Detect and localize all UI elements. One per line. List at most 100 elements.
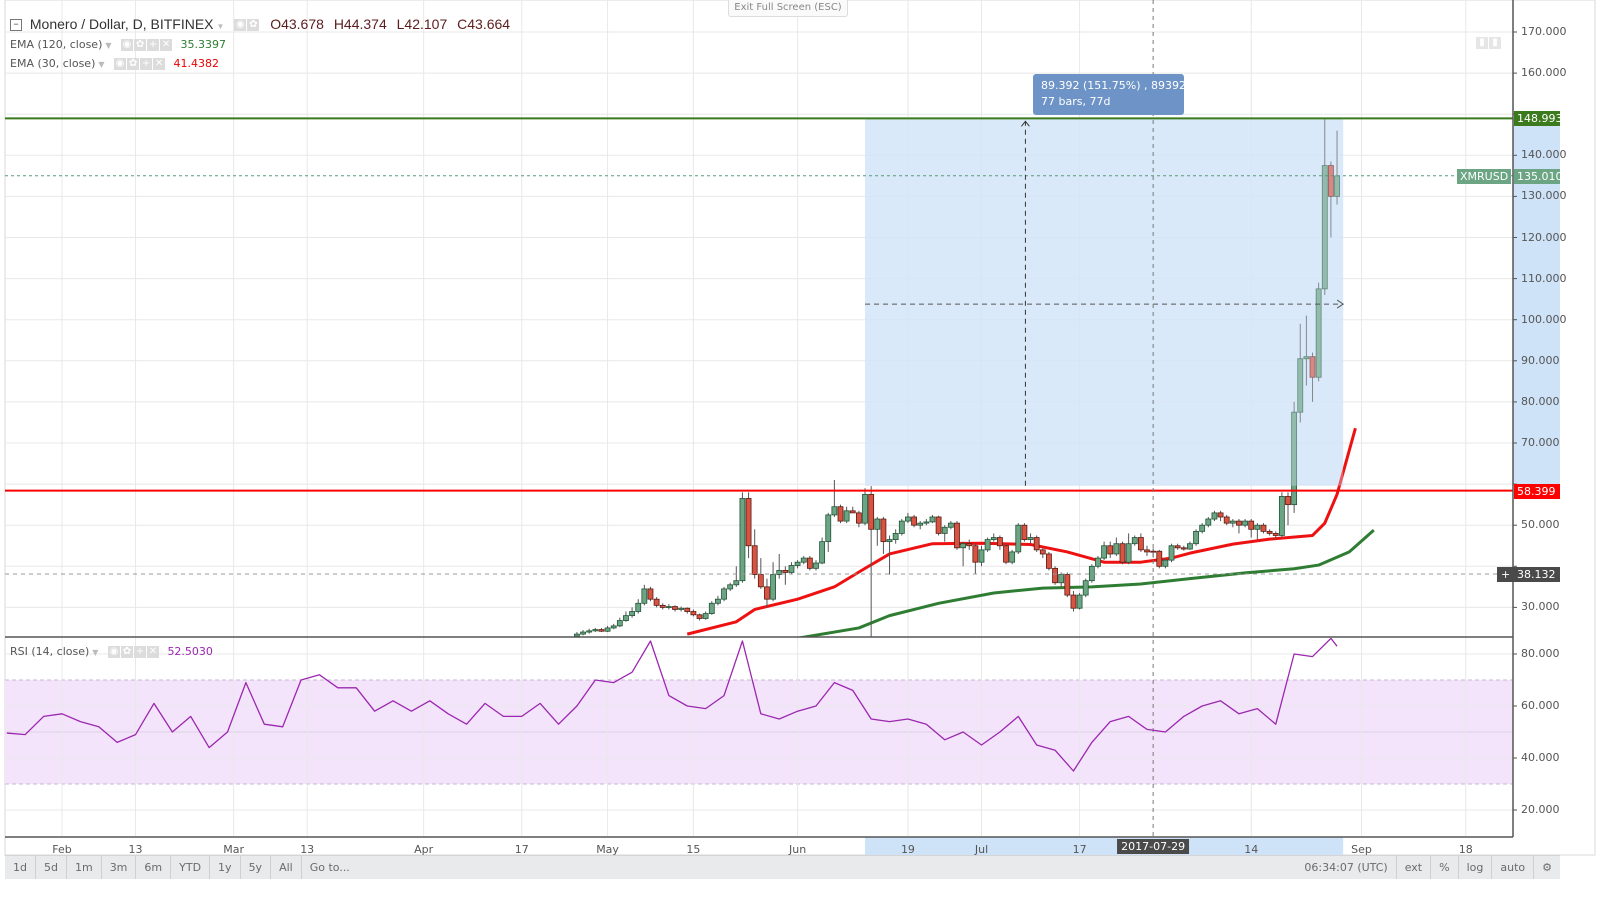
percent-toggle[interactable]: % xyxy=(1431,856,1459,879)
candle xyxy=(1236,519,1242,534)
ema30-legend: EMA (30, close) ▼ ◉ ✿ + ✕ 41.4382 xyxy=(10,57,219,70)
ema30-label[interactable]: EMA (30, close) xyxy=(10,57,96,70)
range-button-3m[interactable]: 3m xyxy=(102,856,137,879)
candle xyxy=(1303,315,1310,386)
candle-body xyxy=(886,539,893,543)
plus-icon[interactable]: + xyxy=(133,646,146,658)
gear-icon[interactable]: ✿ xyxy=(127,58,140,70)
range-button-all[interactable]: All xyxy=(271,856,302,879)
candle-body xyxy=(1187,543,1193,550)
range-button-6m[interactable]: 6m xyxy=(136,856,172,879)
candle xyxy=(616,617,623,628)
candle-body xyxy=(856,512,862,524)
candle xyxy=(1254,523,1261,540)
ema120-line xyxy=(797,529,1375,637)
candle xyxy=(1297,323,1304,423)
eye-icon[interactable]: ◉ xyxy=(107,646,120,658)
candle-body xyxy=(819,541,826,564)
time-tick-label: 17 xyxy=(514,843,529,856)
candle-body xyxy=(1211,512,1218,520)
candle xyxy=(788,562,795,575)
ema120-label[interactable]: EMA (120, close) xyxy=(10,38,103,51)
candle-body xyxy=(776,570,783,575)
candle xyxy=(1187,541,1193,550)
candle-body xyxy=(1205,518,1212,526)
candle xyxy=(917,521,924,530)
price-tick-label: 110.000 xyxy=(1521,271,1567,285)
maximize-pane-icon[interactable]: ▮ xyxy=(1476,36,1488,49)
candle-body xyxy=(715,598,721,604)
range-button-5y[interactable]: 5y xyxy=(241,856,272,879)
candle xyxy=(837,504,844,524)
candle xyxy=(592,627,599,633)
candle-body xyxy=(1248,520,1255,530)
ohlc-close: C43.664 xyxy=(457,16,511,32)
plus-icon[interactable]: + xyxy=(140,58,153,70)
close-icon[interactable]: ✕ xyxy=(146,646,159,658)
auto-toggle[interactable]: auto xyxy=(1492,856,1535,879)
candle-body xyxy=(610,625,617,629)
time-tick-label: 15 xyxy=(686,843,701,856)
candle xyxy=(1021,523,1028,542)
chevron-down-icon[interactable]: ▼ xyxy=(105,41,112,50)
candle-body xyxy=(1291,411,1298,506)
measure-box-tint xyxy=(865,118,1344,486)
candle-body xyxy=(874,518,881,530)
rsi-label[interactable]: RSI (14, close) xyxy=(10,645,90,658)
ext-toggle[interactable]: ext xyxy=(1397,856,1432,879)
log-toggle[interactable]: log xyxy=(1459,856,1493,879)
chevron-down-icon[interactable]: ▼ xyxy=(98,60,105,69)
candle-body xyxy=(604,627,611,632)
range-button-5d[interactable]: 5d xyxy=(36,856,67,879)
candle xyxy=(1125,533,1132,565)
close-icon[interactable]: ✕ xyxy=(153,58,166,70)
chevron-down-icon[interactable]: ▼ xyxy=(216,22,225,31)
candle-body xyxy=(862,493,868,524)
candle-body xyxy=(1193,530,1199,545)
range-button-ytd[interactable]: YTD xyxy=(171,856,211,879)
price-tick-label: 90.000 xyxy=(1521,353,1560,367)
crosshair-plus-icon[interactable]: + xyxy=(1497,566,1515,582)
rsi-line xyxy=(6,638,1338,772)
candle-body xyxy=(1058,574,1065,584)
exit-fullscreen-button[interactable]: Exit Full Screen (ESC) xyxy=(728,0,848,17)
range-button-1m[interactable]: 1m xyxy=(67,856,102,879)
gear-icon[interactable]: ✿ xyxy=(134,39,147,51)
candle-body xyxy=(1125,543,1132,563)
candle xyxy=(745,492,752,559)
candle-body xyxy=(1003,545,1009,563)
price-tick-label: 50.000 xyxy=(1521,518,1560,532)
close-icon[interactable]: ✕ xyxy=(160,39,173,51)
candle xyxy=(911,514,917,528)
eye-icon[interactable]: ◉ xyxy=(121,39,134,51)
candle xyxy=(1070,590,1077,612)
goto-button[interactable]: Go to... xyxy=(309,861,350,874)
candle-body xyxy=(1015,524,1022,553)
candle xyxy=(819,537,826,565)
plus-icon[interactable]: + xyxy=(147,39,160,51)
range-button-1d[interactable]: 1d xyxy=(5,856,36,879)
symbol-title[interactable]: Monero / Dollar, D, BITFINEX xyxy=(29,16,214,32)
chevron-down-icon[interactable]: ▼ xyxy=(92,648,99,657)
candle-body xyxy=(972,545,979,563)
collapse-icon[interactable]: − xyxy=(10,19,22,32)
candle xyxy=(1101,541,1107,561)
gear-icon[interactable]: ✿ xyxy=(247,19,260,32)
range-button-1y[interactable]: 1y xyxy=(210,856,241,879)
gear-icon[interactable]: ⚙ xyxy=(1542,861,1552,874)
candle-body xyxy=(1168,545,1175,561)
move-pane-icon[interactable]: ▮ xyxy=(1489,36,1501,49)
candle xyxy=(770,562,776,602)
candle-body xyxy=(1180,547,1187,550)
candle-body xyxy=(1033,537,1040,551)
eye-icon[interactable]: ◉ xyxy=(234,19,247,32)
candle xyxy=(800,556,807,565)
eye-icon[interactable]: ◉ xyxy=(114,58,127,70)
candle-body xyxy=(580,631,586,635)
ema120-legend: EMA (120, close) ▼ ◉ ✿ + ✕ 35.3397 xyxy=(10,38,226,51)
candle xyxy=(782,566,789,585)
gear-icon[interactable]: ✿ xyxy=(120,646,133,658)
candle xyxy=(659,603,666,610)
time-tick-label: Jul xyxy=(974,843,989,856)
